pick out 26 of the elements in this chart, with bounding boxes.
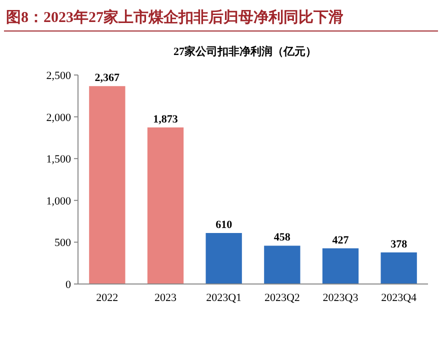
y-tick-label: 2,000	[46, 112, 72, 124]
data-label: 458	[274, 232, 291, 244]
y-tick-label: 2,500	[46, 70, 72, 82]
bar	[147, 127, 184, 284]
data-label: 610	[216, 219, 233, 232]
data-label: 2,367	[94, 72, 120, 84]
data-label: 427	[332, 234, 350, 246]
data-label: 1,873	[153, 113, 178, 126]
y-tick-label: 0	[66, 279, 72, 291]
chart-subtitle: 27家公司扣非净利润（亿元）	[174, 45, 316, 58]
x-tick-label: 2023Q2	[264, 292, 300, 304]
x-tick-label: 2023Q3	[322, 292, 359, 304]
bar	[380, 252, 417, 284]
x-tick-label: 2023	[154, 292, 177, 304]
bar	[206, 233, 242, 284]
y-tick-label: 500	[54, 237, 72, 250]
bar	[89, 86, 126, 284]
x-tick-label: 2022	[96, 292, 118, 304]
x-tick-label: 2023Q4	[381, 292, 418, 304]
data-label: 378	[390, 238, 408, 250]
bar	[322, 248, 359, 284]
bar	[264, 246, 300, 284]
x-tick-label: 2023Q1	[206, 292, 242, 304]
y-tick-label: 1,500	[46, 154, 72, 166]
chart-title: 图8：2023年27家上市煤企扣非后归母净利同比下滑	[6, 8, 344, 26]
y-tick-label: 1,000	[46, 195, 72, 208]
